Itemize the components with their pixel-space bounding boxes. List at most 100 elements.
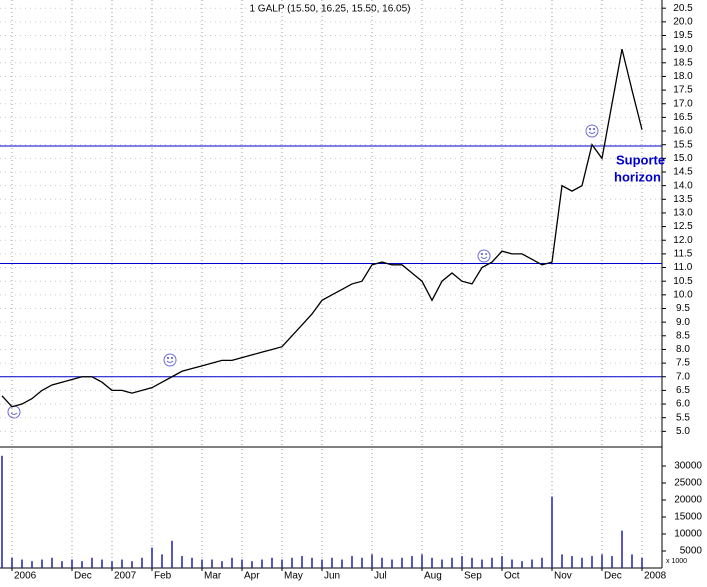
volume-bar	[441, 559, 443, 568]
volume-bar	[621, 530, 623, 568]
volume-bar	[361, 557, 363, 568]
chart-title: 1 GALP (15.50, 16.25, 15.50, 16.05)	[249, 4, 410, 15]
volume-bar	[151, 547, 153, 568]
volume-bar	[571, 556, 573, 568]
x-tick-label: Dec	[604, 571, 622, 582]
y-tick-label: 11.5	[674, 249, 693, 260]
volume-bar	[261, 559, 263, 568]
y-tick-label: 11.0	[674, 262, 693, 273]
volume-bar	[501, 556, 503, 568]
volume-bar	[171, 540, 173, 568]
volume-bar	[111, 561, 113, 568]
volume-bar	[521, 561, 523, 568]
volume-bar	[91, 557, 93, 568]
smiley	[163, 353, 177, 367]
volume-bar	[201, 559, 203, 568]
y-tick-label: 15.5	[673, 139, 693, 150]
volume-bar	[461, 556, 463, 568]
y2-tick-label: 5000	[680, 546, 703, 557]
volume-bar	[61, 561, 63, 568]
volume-bar	[251, 561, 253, 568]
y-tick-label: 18.0	[673, 71, 693, 82]
x-tick-label: Jul	[374, 571, 387, 582]
volume-bar	[381, 557, 383, 568]
y-tick-label: 9.5	[676, 303, 690, 314]
volume-bar	[321, 559, 323, 568]
volume-bar	[41, 559, 43, 568]
y-tick-label: 14.5	[673, 167, 693, 178]
x-tick-label: 2007	[114, 571, 137, 582]
volume-bar	[491, 557, 493, 568]
volume-bar	[11, 557, 13, 568]
x-tick-label: Mar	[204, 571, 222, 582]
volume-bar	[121, 559, 123, 568]
volume-bar	[611, 556, 613, 568]
x-tick-label: Nov	[554, 571, 572, 582]
volume-bar	[471, 557, 473, 568]
y2-tick-label: 10000	[674, 529, 702, 540]
y2-unit-label: x 1000	[666, 558, 687, 565]
y-tick-label: 17.5	[673, 85, 693, 96]
volume-bar	[181, 556, 183, 568]
volume-bar	[591, 556, 593, 568]
y-tick-label: 6.0	[676, 399, 690, 410]
y-tick-label: 20.5	[673, 3, 693, 14]
volume-bar	[601, 554, 603, 568]
y-tick-label: 12.0	[673, 235, 693, 246]
y-tick-label: 19.0	[673, 44, 693, 55]
annotation: Suporte	[616, 152, 665, 167]
y-tick-label: 7.5	[676, 358, 690, 369]
y-tick-label: 9.0	[676, 317, 690, 328]
volume-bar	[421, 554, 423, 568]
x-tick-label: May	[284, 571, 303, 582]
volume-bar	[391, 559, 393, 568]
y-tick-label: 8.0	[676, 344, 690, 355]
y-tick-label: 16.5	[673, 112, 693, 123]
volume-bar	[641, 557, 643, 568]
volume-bar	[241, 559, 243, 568]
y-tick-label: 8.5	[676, 330, 690, 341]
volume-bar	[71, 559, 73, 568]
y-tick-label: 19.5	[673, 30, 693, 41]
volume-bar	[211, 559, 213, 568]
volume-bar	[401, 557, 403, 568]
volume-bar	[31, 561, 33, 568]
volume-bar	[311, 557, 313, 568]
y-tick-label: 12.5	[673, 221, 693, 232]
volume-bar	[531, 559, 533, 568]
y2-tick-label: 20000	[674, 495, 702, 506]
y-tick-label: 17.0	[673, 98, 693, 109]
x-tick-label: Jun	[324, 571, 340, 582]
x-tick-label: 2008	[644, 571, 667, 582]
volume-bar	[581, 557, 583, 568]
volume-bar	[541, 557, 543, 568]
volume-bar	[551, 496, 553, 568]
volume-bar	[141, 557, 143, 568]
y-tick-label: 15.0	[673, 153, 693, 164]
volume-bar	[511, 559, 513, 568]
y2-tick-label: 15000	[674, 512, 702, 523]
volume-bar	[51, 557, 53, 568]
volume-bar	[481, 559, 483, 568]
x-tick-label: Apr	[244, 571, 260, 582]
y-tick-label: 7.0	[676, 371, 690, 382]
volume-bar	[431, 557, 433, 568]
volume-bar	[101, 559, 103, 568]
y2-tick-label: 30000	[674, 461, 702, 472]
volume-bar	[81, 561, 83, 568]
volume-bar	[21, 559, 23, 568]
volume-bar	[1, 455, 3, 568]
volume-bar	[451, 557, 453, 568]
volume-bar	[331, 557, 333, 568]
volume-bar	[191, 557, 193, 568]
volume-bar	[341, 559, 343, 568]
x-tick-label: Feb	[154, 571, 172, 582]
x-tick-label: 2006	[14, 571, 37, 582]
y-tick-label: 20.0	[673, 16, 693, 27]
annotation: horizon	[614, 169, 661, 184]
y-tick-label: 14.0	[673, 180, 693, 191]
volume-bar	[221, 561, 223, 568]
y-tick-label: 5.5	[676, 412, 690, 423]
